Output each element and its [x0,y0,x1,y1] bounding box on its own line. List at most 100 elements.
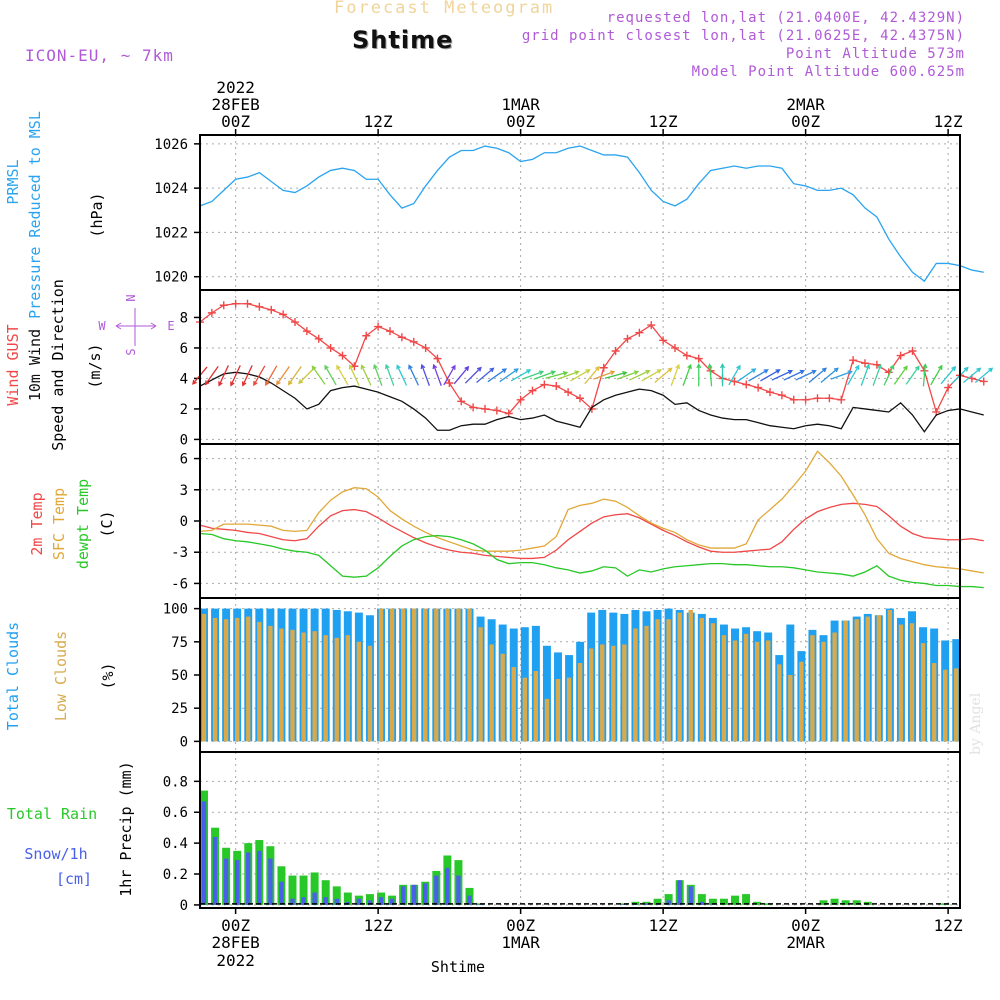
bar-clouds-1-36 [600,644,605,742]
panel-pressure: 1020 1022 1024 1026 PRMSL Pressure Reduced to… [4,111,984,319]
gust-point-23 [469,403,478,412]
panel-frame-precip [199,751,961,909]
footer-location: Shtime [431,958,485,976]
series-temperature-0 [199,502,984,560]
wind-arrow-17 [396,364,408,386]
bar-clouds-1-66 [931,663,937,742]
bar-precip-0-49 [742,894,751,905]
panel-frame-pressure [199,134,961,291]
top-year-label-0: 2022 [216,78,255,97]
wind-arrow-66 [974,367,994,383]
ytick-label-wind-4: 8 [180,310,188,326]
bar-precip-0-47 [719,898,728,905]
bar-precip-1-21 [434,875,439,905]
bar-clouds-1-37 [611,645,616,742]
bottom-time-label-1: 12Z [364,916,393,935]
gust-point-59 [896,351,905,360]
wind-arrow-56 [860,363,871,386]
top-time-label-1: 12Z [364,112,393,131]
panel-wind: 0 2 4 6 8 Wind GUST 10m Wind Speed and Directio… [4,279,994,451]
bar-precip-1-16 [378,897,384,905]
gust-point-46 [742,380,751,389]
bar-clouds-1-15 [367,645,373,742]
bottom-date-label-2: 1MAR [501,933,540,952]
ytick-label-pressure-0: 1020 [154,270,188,286]
bar-precip-1-12 [334,898,339,905]
bar-precip-0-11 [321,880,330,905]
bar-precip-0-48 [731,895,739,905]
gust-point-17 [397,333,406,342]
bar-precip-1-0 [201,801,207,905]
bar-precip-1-9 [301,897,306,905]
gust-point-6 [267,305,276,314]
gust-point-30 [552,382,561,391]
bar-clouds-1-56 [821,641,826,742]
axis-label-wind-0: Wind GUST [4,324,22,405]
gust-point-4 [243,299,252,308]
bottom-date-label-4: 2MAR [786,933,825,952]
axis-label-temperature-2: dewpt Temp [74,479,92,569]
gust-point-31 [564,388,573,397]
ytick-label-clouds-3: 75 [171,635,188,651]
series-temperature-1 [199,450,984,574]
bar-clouds-1-46 [710,623,716,742]
wind-arrow-32 [570,369,591,382]
ytick-label-pressure-2: 1024 [154,181,188,197]
wind-arrow-14 [360,364,372,386]
bar-clouds-1-65 [920,643,926,742]
bar-precip-0-50 [753,901,762,905]
gust-point-29 [540,380,549,389]
bar-clouds-1-61 [876,615,882,742]
top-date-label-2: 1MAR [501,95,540,114]
wind-arrow-51 [795,369,817,381]
bar-clouds-1-52 [777,664,782,742]
bar-precip-1-22 [445,867,450,905]
gust-point-49 [777,391,786,400]
ytick-label-temperature-2: 0 [180,514,188,530]
wind-arrow-21 [443,364,456,386]
bottom-time-label-2: 00Z [506,916,535,935]
bar-clouds-1-62 [887,609,893,742]
compass-south: S [124,348,138,355]
wind-arrow-46 [736,368,757,383]
ytick-label-temperature-3: 3 [180,483,188,499]
wind-arrow-1 [204,366,219,386]
axis-label-temperature-1: SFC Temp [50,488,68,560]
gust-point-57 [872,360,881,369]
wind-arrow-8 [287,366,302,386]
gust-point-34 [599,363,608,372]
ytick-label-wind-0: 0 [180,432,188,448]
wind-arrow-42 [696,363,702,387]
bar-clouds-1-44 [688,609,693,742]
wind-arrow-19 [420,363,430,386]
bar-clouds-1-24 [467,608,472,742]
wind-arrow-30 [545,370,569,379]
bar-clouds-1-50 [754,641,760,742]
bar-clouds-1-11 [323,635,328,742]
gust-point-8 [291,318,299,327]
wind-arrow-54 [830,370,853,380]
bar-clouds-0-31 [542,645,551,742]
ytick-label-pressure-3: 1026 [154,137,188,153]
axis-label-precip-2: [cm] [56,870,92,888]
wind-arrow-33 [584,365,600,385]
bar-precip-0-56 [819,900,828,905]
wind-arrow-55 [847,364,860,386]
axis-label-precip-0: Total Rain [7,805,97,823]
ytick-label-precip-2: 0.4 [163,836,188,852]
gust-point-42 [694,354,703,363]
bar-clouds-1-39 [633,628,638,742]
gust-point-38 [647,321,656,330]
wind-arrow-38 [641,369,662,382]
gust-point-37 [635,328,644,337]
bar-clouds-1-9 [301,632,306,742]
wind-arrow-13 [348,364,360,386]
gust-point-66 [979,377,988,386]
bar-precip-1-23 [456,875,461,905]
wind-arrow-16 [384,363,395,386]
wind-arrow-26 [499,368,519,383]
series-wind-1 [199,371,984,433]
bar-clouds-1-22 [445,608,450,742]
